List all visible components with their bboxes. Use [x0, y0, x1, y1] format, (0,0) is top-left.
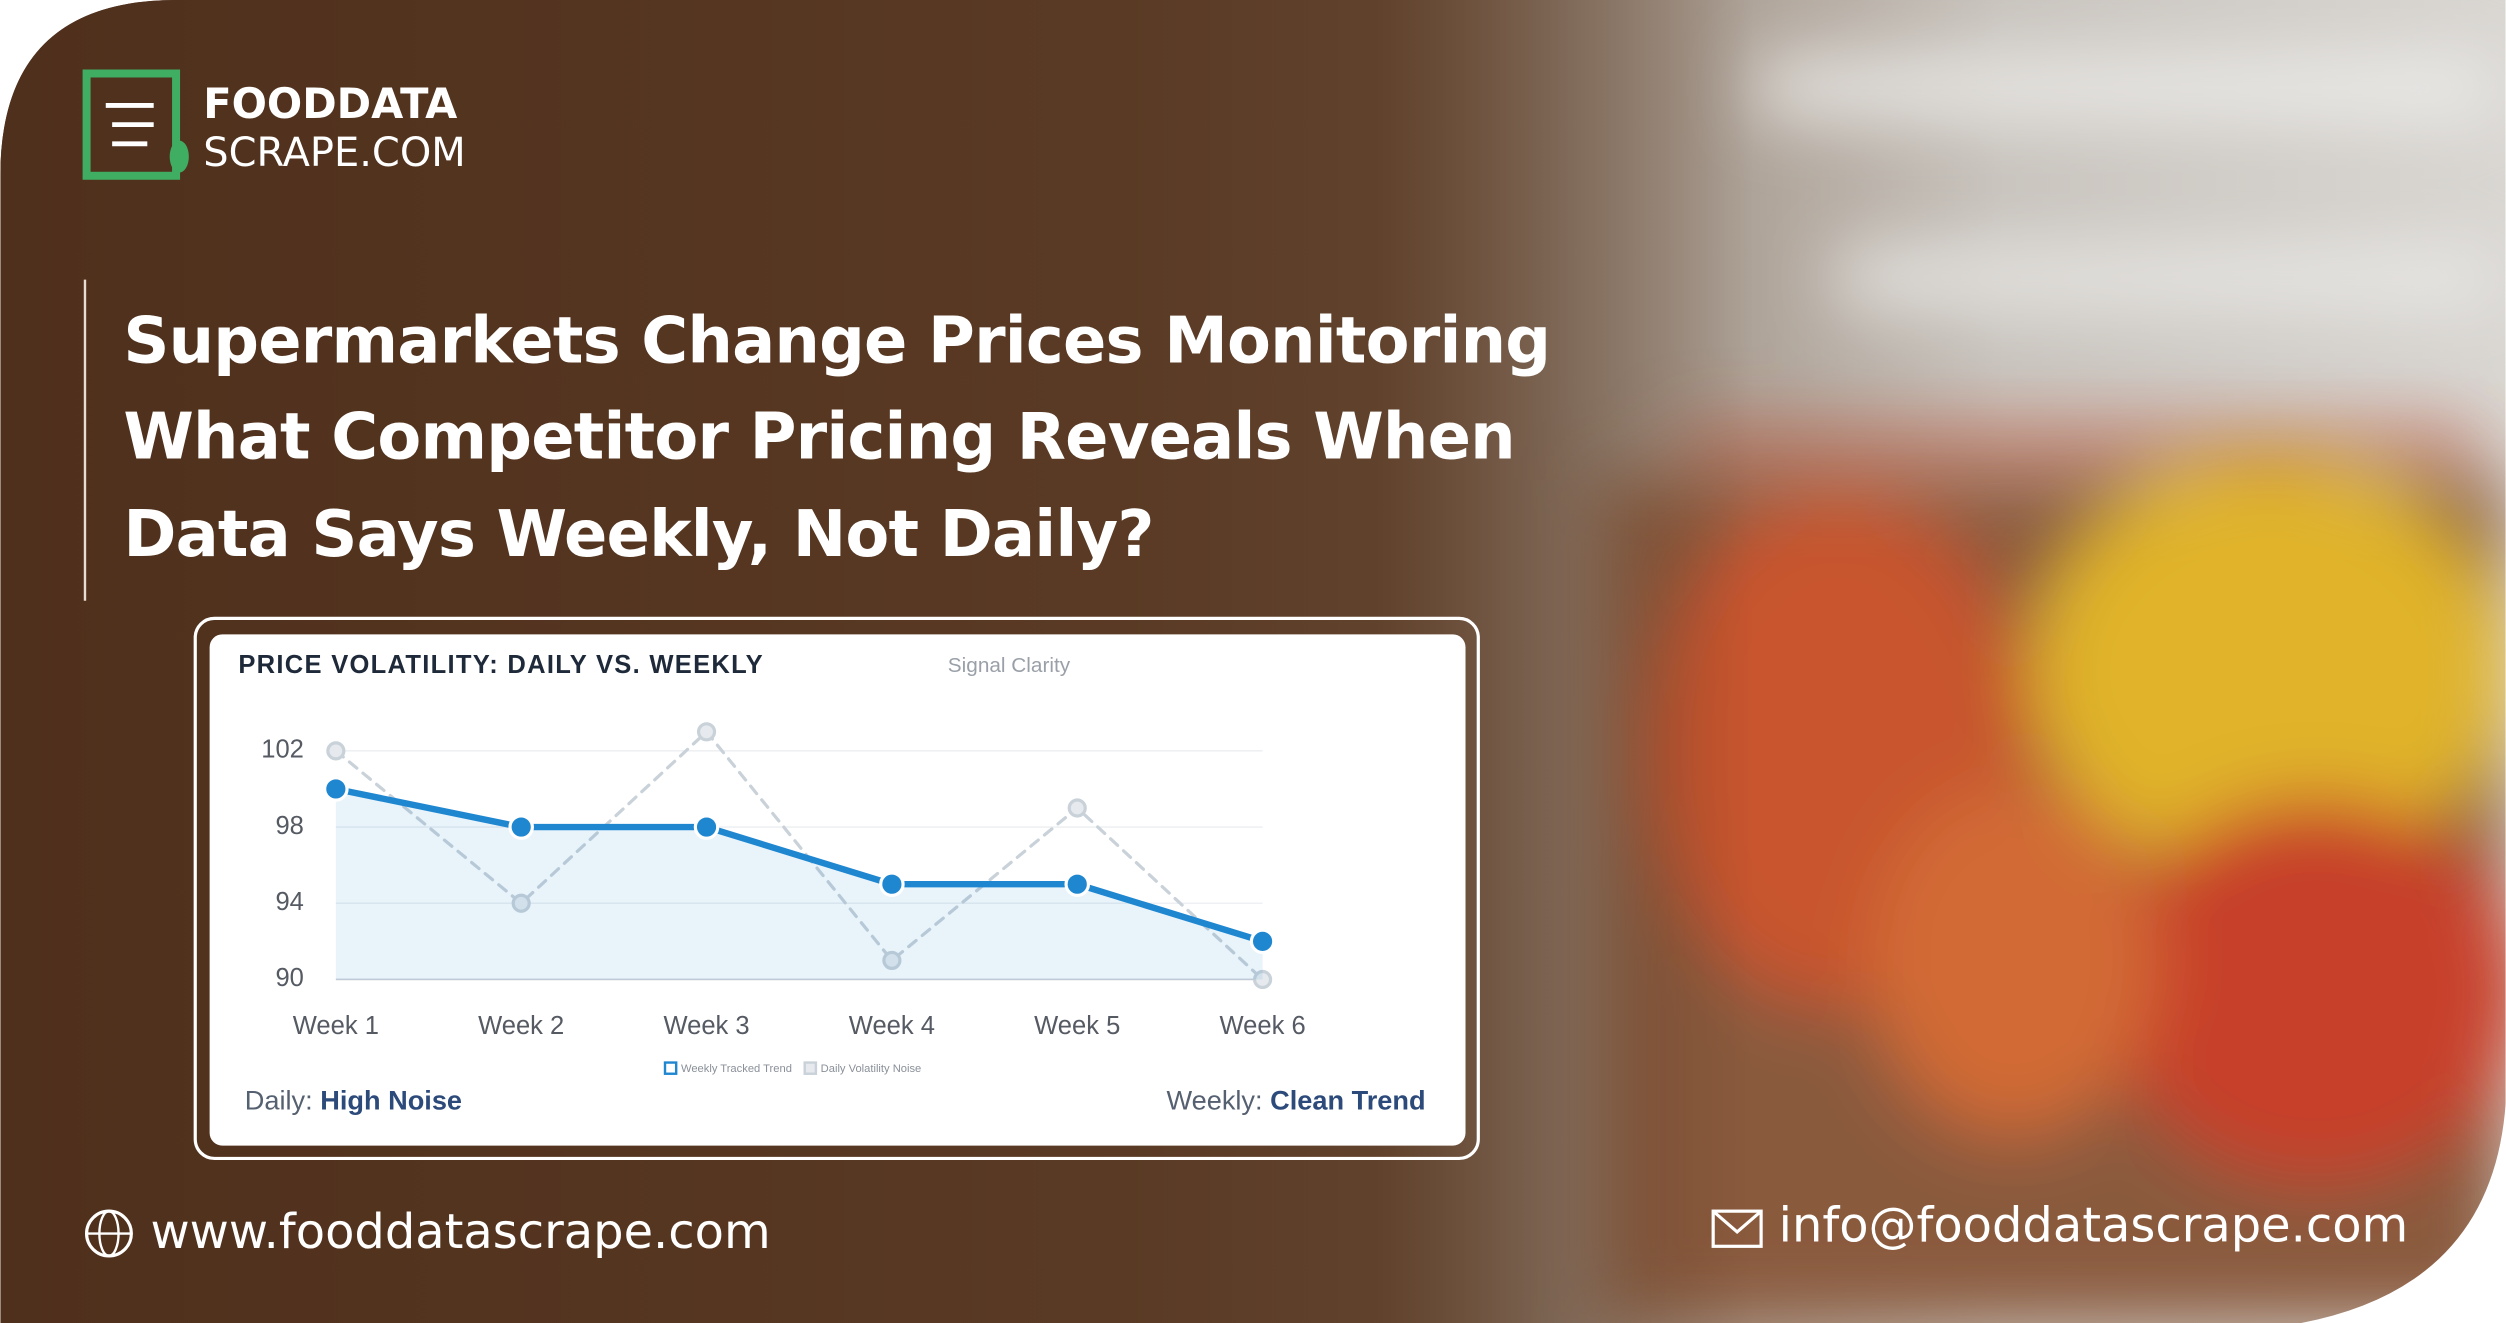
y-tick-label: 98: [275, 812, 303, 840]
footer: www.fooddatascrape.com info@fooddatascra…: [84, 1199, 2409, 1260]
annotation: Weekly: Clean Trend: [1166, 1085, 1425, 1116]
card-border: [193, 616, 1480, 1161]
logo: FOODDATA SCRAPE.COM: [82, 69, 466, 180]
annotation-text: High Noise: [320, 1085, 462, 1116]
x-tick-label: Week 5: [1034, 1012, 1120, 1040]
series-line: [334, 730, 1265, 982]
point: [693, 814, 720, 840]
annotation-label: Daily:: [245, 1085, 313, 1116]
legend-swatch: [663, 1061, 678, 1075]
y-tick-label: 94: [275, 888, 303, 916]
headline: Supermarkets Change Prices Monitoring: [123, 305, 1550, 379]
y-tick-label: 90: [275, 964, 303, 992]
logo-text: FOODDATA: [203, 79, 457, 128]
point: [1067, 798, 1087, 818]
point: [508, 814, 534, 840]
x-tick-label: Week 4: [849, 1012, 935, 1040]
point: [323, 776, 349, 802]
mail-icon: [1712, 1209, 1763, 1235]
legend-label: Weekly Tracked Trend: [681, 1063, 792, 1075]
logo-icon: [82, 69, 181, 180]
legend-swatch: [803, 1061, 818, 1075]
legend-label: Daily Volatility Noise: [821, 1063, 922, 1075]
email: info@fooddatascrape.com: [1779, 1199, 2409, 1254]
headline: What Competitor Pricing Reveals When: [123, 401, 1515, 475]
point: [1253, 969, 1273, 990]
annotation-text: Clean Trend: [1270, 1085, 1425, 1116]
y-tick-label: 102: [261, 736, 304, 764]
annotation-label: Weekly:: [1166, 1085, 1262, 1116]
point: [882, 950, 902, 971]
x-tick-label: Week 2: [478, 1012, 564, 1040]
point: [1064, 871, 1091, 897]
x-tick-label: Week 6: [1220, 1012, 1306, 1040]
chart-title: PRICE VOLATILITY: DAILY VS. WEEKLY: [238, 651, 764, 679]
point: [511, 893, 531, 913]
x-tick-label: Week 3: [663, 1012, 749, 1040]
point: [326, 741, 346, 761]
chart-card: [209, 634, 1466, 1146]
chart-subtitle: Signal Clarity: [948, 654, 1071, 677]
area: [335, 788, 1263, 980]
point: [879, 871, 905, 897]
website: www.fooddatascrape.com: [150, 1205, 770, 1260]
point: [696, 722, 717, 742]
headline: Data Says Weekly, Not Daily?: [123, 498, 1153, 572]
series-line: [332, 785, 1266, 945]
point: [1249, 928, 1276, 955]
chart: PRICE VOLATILITY: DAILY VS. WEEKLY Signa…: [238, 651, 1425, 1116]
logo-text: SCRAPE.COM: [203, 130, 465, 176]
annotation: Daily: High Noise: [245, 1085, 462, 1116]
mail-icon: [1711, 1209, 1763, 1248]
x-tick-label: Week 1: [293, 1012, 379, 1040]
logo-icon: [169, 140, 189, 173]
